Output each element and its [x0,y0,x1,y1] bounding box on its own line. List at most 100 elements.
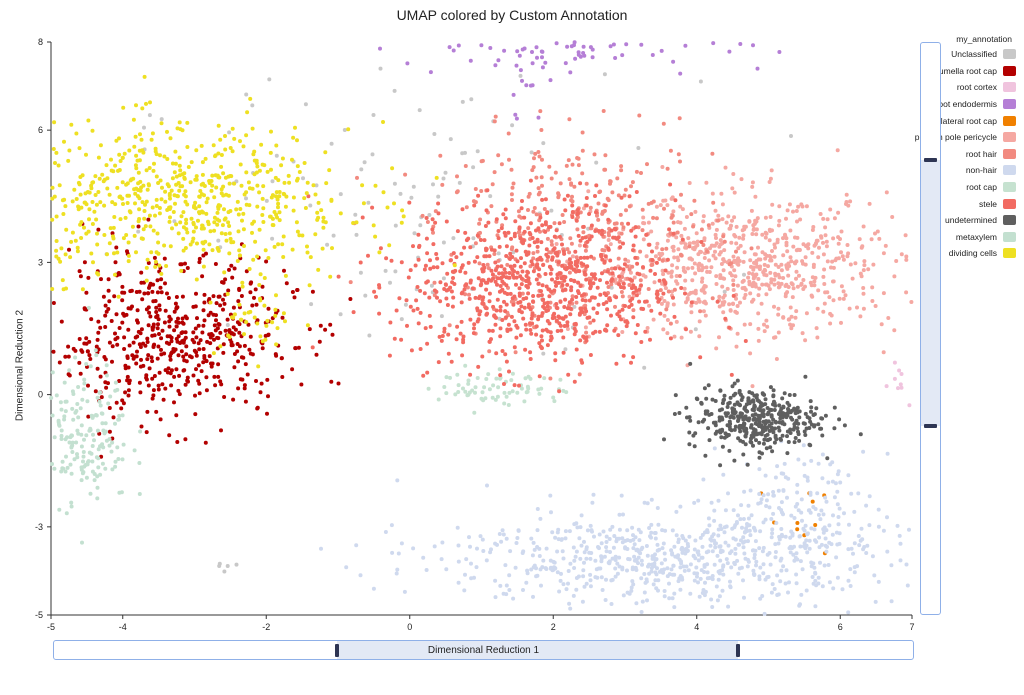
data-point [117,152,122,157]
data-point [138,331,143,336]
data-point [651,317,656,322]
data-point [640,599,645,604]
legend-item-root-endodermis[interactable]: root endodermis [900,96,1016,113]
data-point [63,354,68,359]
data-point [530,50,534,54]
data-point [86,414,91,419]
legend-item-metaxylem[interactable]: metaxylem [900,229,1016,246]
data-point [779,437,783,442]
data-point [662,551,667,556]
data-point [776,412,781,416]
data-point [463,150,467,155]
data-point [590,295,594,300]
data-point [520,269,525,274]
data-point [700,544,705,549]
legend-item-root-hair[interactable]: root hair [900,146,1016,163]
data-point [909,300,914,304]
data-point [623,304,627,308]
data-point [540,197,545,202]
data-point [536,314,541,319]
data-point [823,413,828,418]
data-point [795,490,800,495]
legend-item-root-cortex[interactable]: root cortex [900,79,1016,96]
data-point [572,40,577,45]
y-slider-handle-bottom[interactable] [924,424,937,428]
data-point [131,340,136,345]
data-point [749,208,754,213]
data-point [159,277,164,282]
data-point [184,217,189,222]
legend-item-dividing-cells[interactable]: dividing cells [900,245,1016,262]
data-point [741,439,745,444]
x-slider-handle-right[interactable] [736,644,740,657]
data-point [578,181,583,186]
data-point [523,249,528,254]
data-point [255,321,260,326]
data-point [519,276,524,281]
data-point [846,610,851,615]
data-point [714,282,719,286]
data-point [405,323,409,328]
data-point [507,257,512,261]
data-point [245,110,250,115]
data-point [78,406,83,411]
legend-item-lateral-root-cap[interactable]: lateral root cap [900,112,1016,129]
data-point [728,395,733,400]
data-point [633,255,638,260]
data-point [97,431,102,436]
legend-item-root-cap[interactable]: root cap [900,179,1016,196]
data-point [443,170,448,175]
data-point [511,92,516,97]
y-slider-selected-range[interactable] [921,160,940,426]
x-slider-handle-left[interactable] [335,644,339,657]
data-point [159,290,164,295]
data-point [565,247,570,252]
data-point [194,335,199,340]
data-point [82,341,87,346]
data-point [707,438,712,443]
x-range-slider[interactable]: Dimensional Reduction 1 [53,640,914,660]
data-point [597,329,602,334]
data-point [724,557,729,562]
data-point [823,543,828,548]
y-range-slider[interactable] [920,42,941,615]
data-point [138,390,143,395]
data-point [638,530,643,535]
data-point [163,189,168,194]
data-point [897,368,902,373]
legend-label: phloem pole pericycle [914,132,997,143]
data-point [729,565,734,570]
data-point [670,213,675,218]
data-point [122,335,127,340]
data-point [765,406,770,410]
data-point [592,272,597,277]
y-slider-handle-top[interactable] [924,158,937,162]
data-point [200,223,205,228]
data-point [789,513,794,518]
data-point [787,580,791,585]
data-point [716,498,721,503]
y-tick-label: 8 [38,37,43,47]
data-point [196,378,201,383]
data-point [557,389,562,394]
legend-item-undetermined[interactable]: undetermined [900,212,1016,229]
data-point [633,535,638,540]
data-point [139,424,144,429]
data-point [549,510,553,515]
data-point [130,224,135,229]
legend-item-stele[interactable]: stele [900,195,1016,212]
data-point [149,137,154,142]
data-point [701,477,706,482]
legend-item-non-hair[interactable]: non-hair [900,162,1016,179]
series-undetermined [662,361,863,468]
data-point [608,258,613,263]
data-point [629,184,633,189]
legend-item-phloem-pole-pericycle[interactable]: phloem pole pericycle [900,129,1016,146]
x-slider-selected-range[interactable] [337,641,738,659]
data-point [715,218,720,223]
data-point [547,225,551,230]
data-point [453,268,458,273]
legend-item-unclassified[interactable]: Unclassified [900,46,1016,63]
legend-item-columella-root-cap[interactable]: columella root cap [900,63,1016,80]
